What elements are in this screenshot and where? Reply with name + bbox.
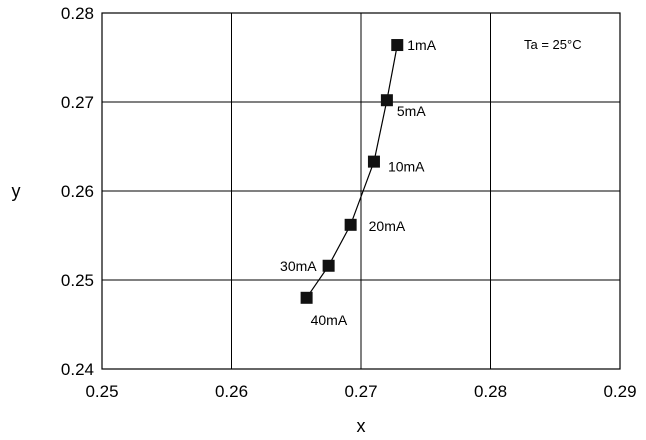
data-point-marker [380,94,393,107]
x-axis-ticks: 0.25 0.26 0.27 0.28 0.29 [85,382,636,401]
y-axis-ticks: 0.24 0.25 0.26 0.27 0.28 [61,4,94,379]
data-point-marker [322,259,335,272]
series-line [306,44,398,299]
data-point-marker [391,39,404,52]
data-point-label: 20mA [369,218,406,234]
data-point-label: 1mA [407,37,436,53]
y-tick-label: 0.26 [61,182,94,201]
data-point-label: 40mA [311,312,348,328]
grid-lines [102,13,620,369]
data-point-label: 30mA [280,258,317,274]
x-tick-label: 0.26 [215,382,248,401]
data-point-marker [344,218,357,231]
series-0: 1mA 5mA 10mA 20mA 30mA 40mA [280,37,437,328]
data-point-label: 10mA [388,159,425,175]
y-tick-label: 0.28 [61,4,94,23]
y-tick-label: 0.27 [61,93,94,112]
x-axis-label: x [357,416,366,436]
x-tick-label: 0.28 [474,382,507,401]
x-tick-label: 0.29 [603,382,636,401]
data-point-marker [367,155,380,168]
temperature-annotation: Ta = 25°C [524,37,582,52]
x-tick-label: 0.25 [85,382,118,401]
data-point-marker [300,291,313,304]
y-tick-label: 0.25 [61,271,94,290]
y-tick-label: 0.24 [61,360,94,379]
x-tick-label: 0.27 [344,382,377,401]
y-axis-label: y [12,181,21,201]
plot-frame [101,12,621,370]
data-point-label: 5mA [397,103,426,119]
